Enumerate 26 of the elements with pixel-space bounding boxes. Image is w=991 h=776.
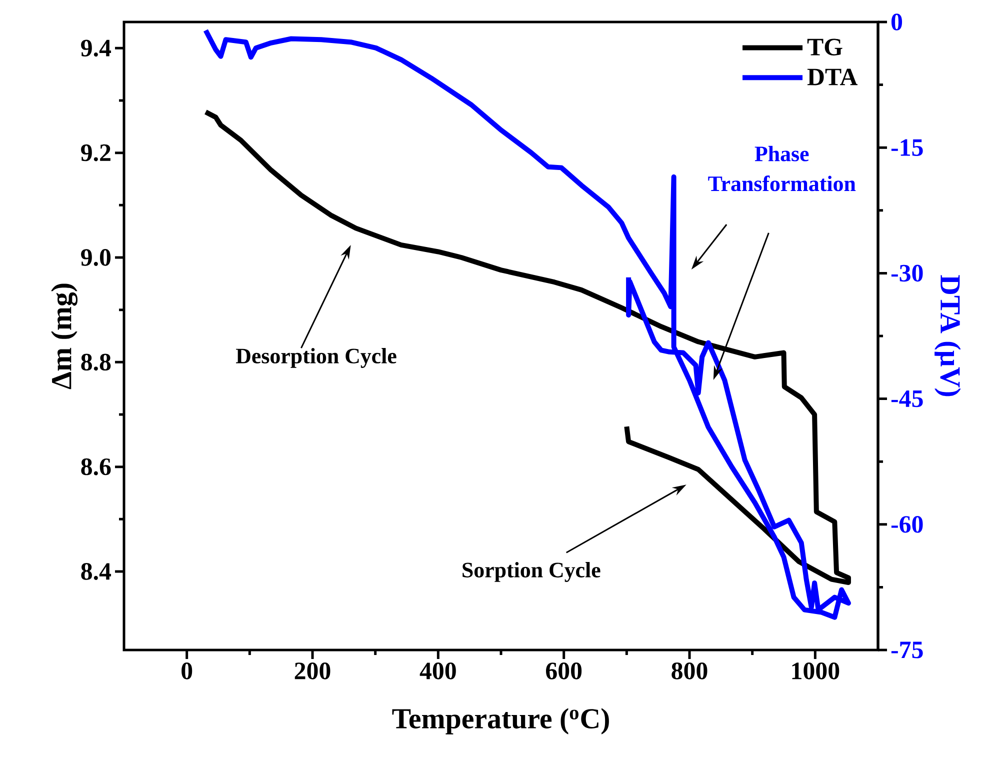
y2-axis-title: DTA (µV) [934, 275, 961, 396]
y2-tick-label: -60 [891, 516, 923, 533]
x-axis-title: Temperature ($^{o}$C) [392, 708, 609, 734]
x-tick-label: 800 [672, 662, 708, 680]
y-tick-label: 8.4 [81, 563, 112, 580]
annotation: Desorption Cycle [236, 348, 396, 368]
y2-tick-label: 0 [891, 14, 902, 30]
x-tick-label: 1000 [792, 662, 840, 680]
y-tick-label: 9.0 [81, 249, 111, 266]
x-tick-label: 400 [420, 662, 456, 680]
y-tick-label: 8.8 [81, 354, 111, 371]
y2-tick-label: -45 [891, 390, 923, 408]
annotation: Phase Transformation [708, 146, 856, 192]
annotation: Sorption Cycle [462, 562, 600, 582]
y-tick-label: 9.4 [81, 40, 112, 57]
x-tick-label: 600 [546, 662, 582, 680]
y-axis-title: Δm (mg) [51, 284, 78, 390]
y-tick-label: 8.6 [81, 458, 111, 476]
legend-label: TG [807, 38, 842, 56]
legend-label: DTA [807, 68, 858, 86]
x-tick-label: 200 [294, 662, 330, 680]
y-tick-label: 9.2 [81, 144, 110, 162]
y2-tick-label: -30 [891, 264, 923, 282]
x-tick-label: 0 [182, 662, 192, 680]
y2-tick-label: -75 [891, 642, 923, 658]
y2-tick-label: -15 [891, 139, 923, 156]
